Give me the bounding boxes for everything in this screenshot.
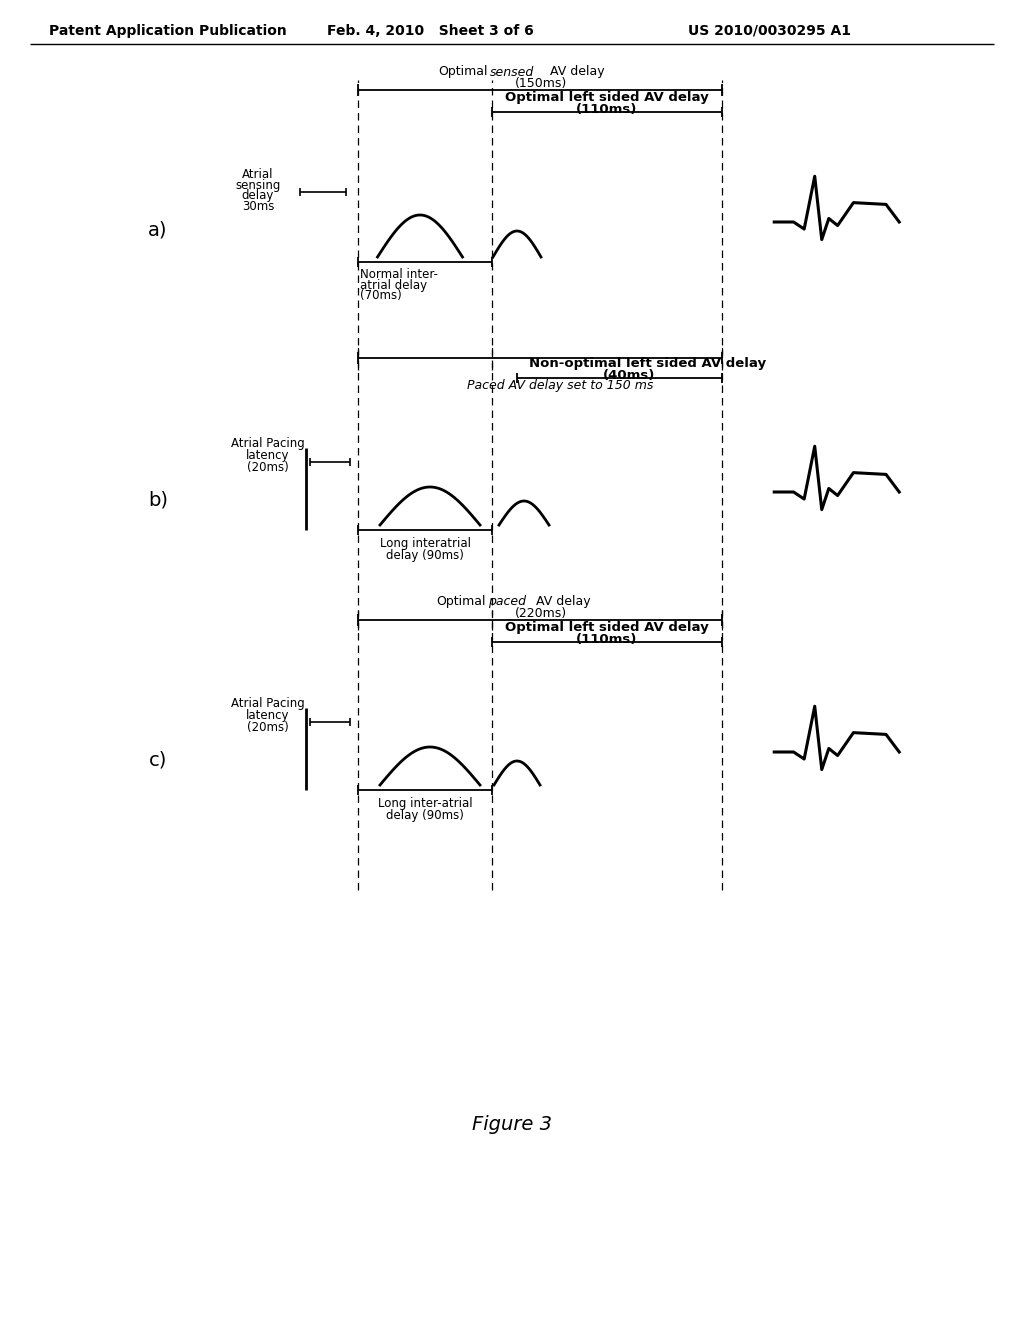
Text: Non-optimal left sided AV delay: Non-optimal left sided AV delay [529,358,766,371]
Text: Optimal left sided AV delay: Optimal left sided AV delay [505,622,709,635]
Text: AV delay: AV delay [550,66,604,78]
Text: Optimal: Optimal [438,66,488,78]
Text: sensed: sensed [490,66,535,78]
Text: sensing: sensing [236,178,281,191]
Text: Atrial Pacing: Atrial Pacing [231,437,305,450]
Text: Long inter-atrial: Long inter-atrial [378,796,472,809]
Text: Atrial Pacing: Atrial Pacing [231,697,305,710]
Text: Long interatrial: Long interatrial [380,536,470,549]
Text: Atrial: Atrial [243,168,273,181]
Text: a): a) [148,220,168,239]
Text: Figure 3: Figure 3 [472,1115,552,1134]
Text: c): c) [148,751,167,770]
Text: AV delay: AV delay [536,595,591,609]
Text: (110ms): (110ms) [577,103,638,116]
Text: Paced AV delay set to 150 ms: Paced AV delay set to 150 ms [467,379,653,392]
Text: paced: paced [488,595,526,609]
Text: (150ms): (150ms) [515,78,567,91]
Text: Feb. 4, 2010   Sheet 3 of 6: Feb. 4, 2010 Sheet 3 of 6 [327,24,534,38]
Text: atrial delay: atrial delay [360,279,427,292]
Text: delay: delay [242,190,274,202]
Text: (110ms): (110ms) [577,634,638,647]
Text: (220ms): (220ms) [515,607,567,620]
Text: (20ms): (20ms) [247,461,289,474]
Text: delay (90ms): delay (90ms) [386,808,464,821]
Text: latency: latency [246,450,290,462]
Text: US 2010/0030295 A1: US 2010/0030295 A1 [688,24,852,38]
Text: delay (90ms): delay (90ms) [386,549,464,561]
Text: (70ms): (70ms) [360,289,401,302]
Text: latency: latency [246,710,290,722]
Text: b): b) [148,491,168,510]
Text: Optimal left sided AV delay: Optimal left sided AV delay [505,91,709,104]
Text: Optimal: Optimal [436,595,486,609]
Text: (40ms): (40ms) [603,370,655,383]
Text: (20ms): (20ms) [247,721,289,734]
Text: Patent Application Publication: Patent Application Publication [49,24,287,38]
Text: Normal inter-: Normal inter- [360,268,438,281]
Text: 30ms: 30ms [242,201,274,214]
